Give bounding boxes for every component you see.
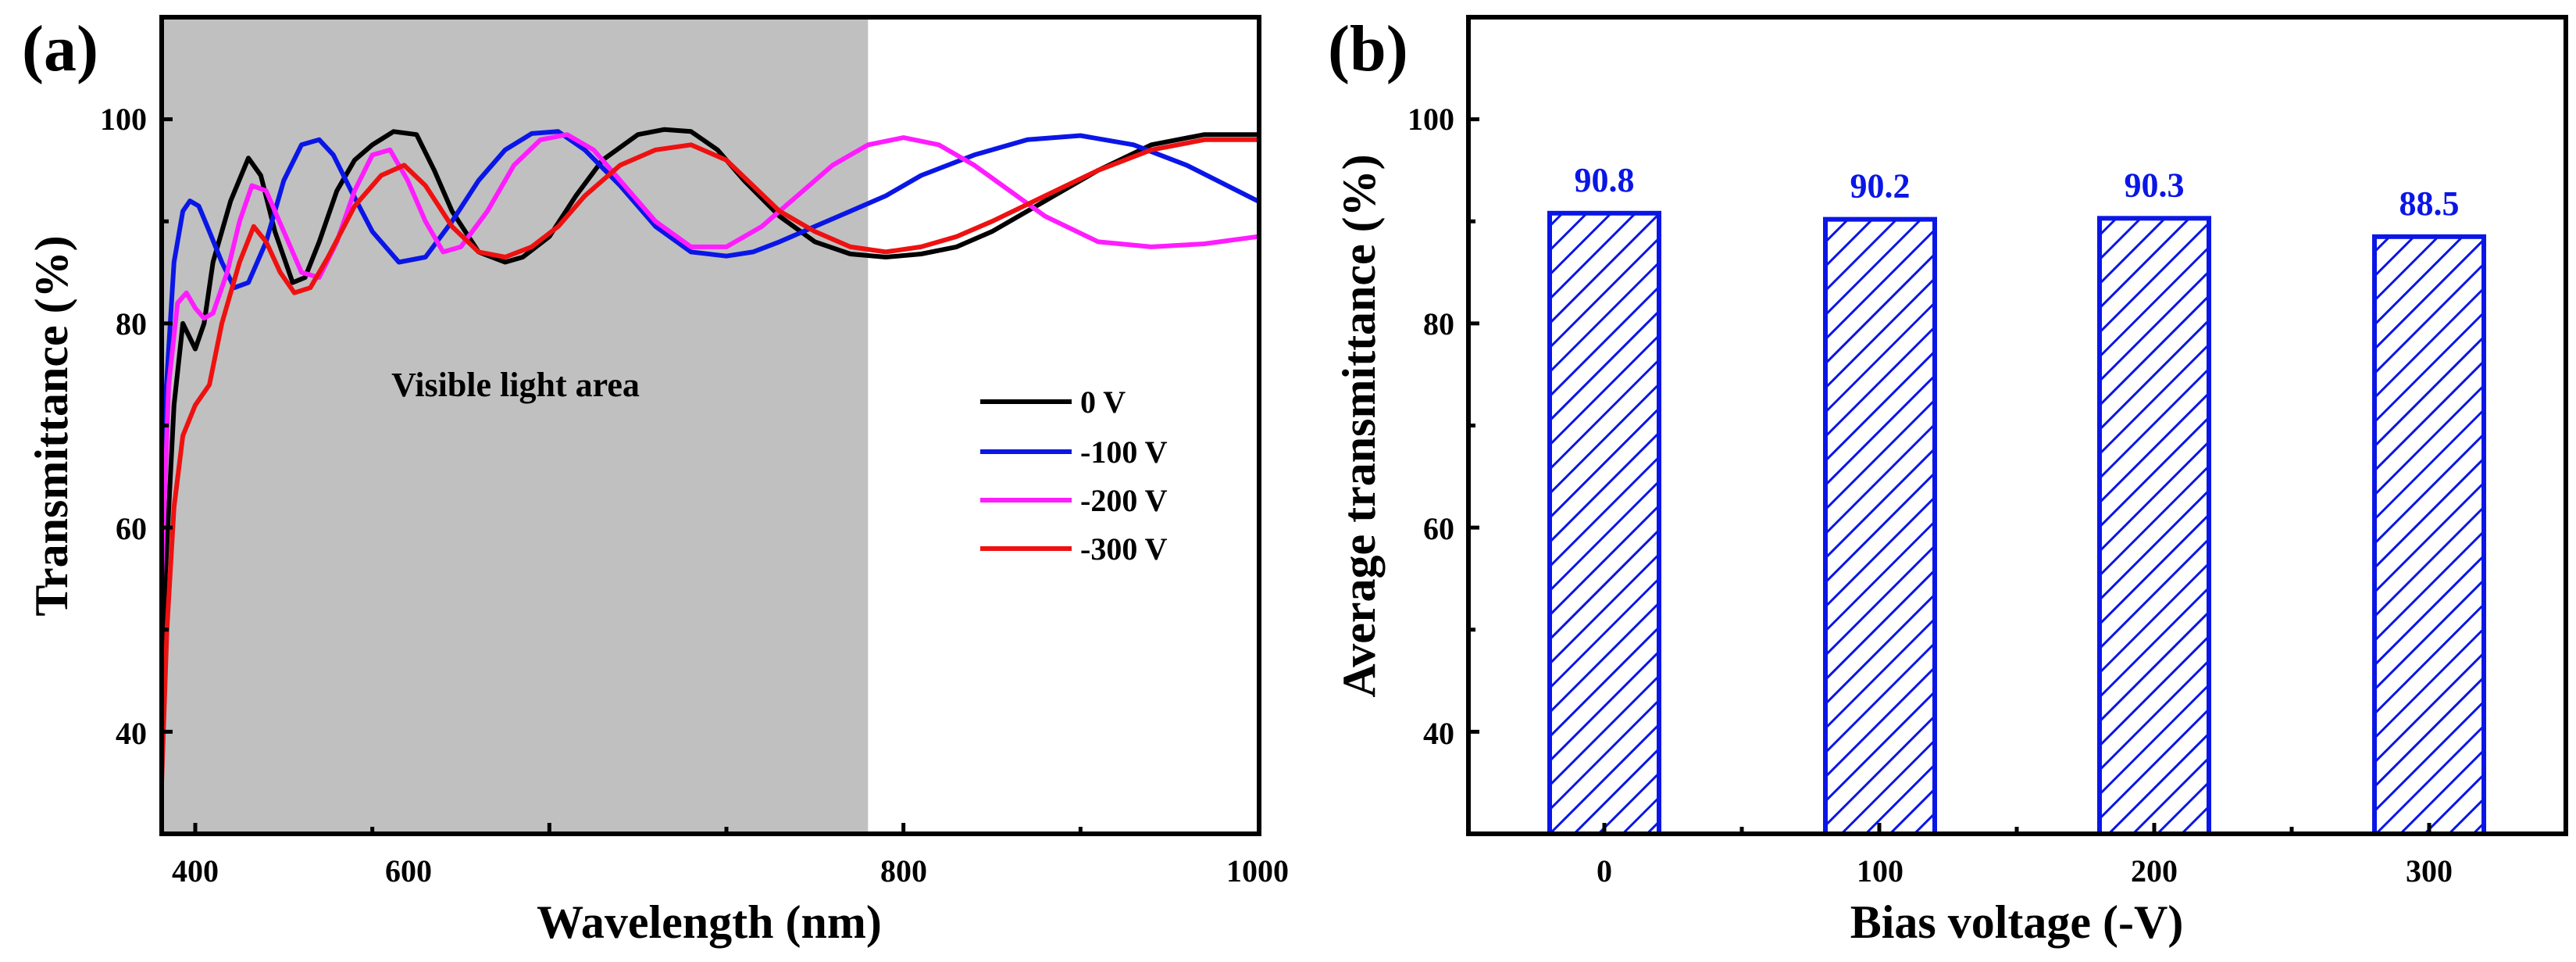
a-xtick-800: 800 — [880, 853, 927, 889]
a-ytick-100: 100 — [100, 102, 147, 137]
b-data-label-0: 90.8 — [1575, 161, 1635, 199]
series-line-200vv — [162, 132, 1259, 631]
series-line-100vv — [162, 129, 1259, 652]
a-xtick-1000: 1000 — [1226, 853, 1289, 889]
axis-ticks-a — [162, 117, 1083, 834]
bar-100 — [1823, 216, 1937, 836]
bars — [1547, 210, 2486, 836]
legend-label-100v: -100 V — [1080, 435, 1168, 470]
b-ytick-100: 100 — [1408, 102, 1454, 137]
series-line-300vv — [162, 137, 1259, 834]
a-xtick-600: 600 — [385, 853, 432, 889]
a-ylabel: Transmittance (%) — [26, 235, 77, 616]
legend: 0 V -100 V -200 V -300 V — [980, 384, 1168, 567]
b-ylabel: Average transmittance (%) — [1333, 154, 1385, 697]
legend-label-300v: -300 V — [1080, 531, 1168, 567]
a-xtick-400: 400 — [172, 853, 219, 889]
a-xlabel: Wavelength (nm) — [537, 896, 882, 948]
b-ytick-80: 80 — [1423, 306, 1454, 342]
a-ytick-80: 80 — [116, 306, 147, 342]
b-xtick-0: 0 — [1597, 853, 1612, 889]
panel-b-label: (b) — [1328, 13, 1408, 85]
a-ytick-60: 60 — [116, 511, 147, 546]
b-xlabel: Bias voltage (-V) — [1850, 896, 2184, 948]
b-ytick-60: 60 — [1423, 511, 1454, 546]
series-lines — [162, 127, 1259, 834]
b-data-label-2: 90.3 — [2125, 166, 2185, 204]
series-line-0vv — [162, 127, 1259, 825]
b-xtick-100: 100 — [1857, 853, 1903, 889]
visible-light-region — [159, 17, 869, 834]
bar-0 — [1547, 210, 1661, 836]
a-ytick-40: 40 — [116, 716, 147, 751]
bar-200 — [2097, 216, 2211, 836]
panel-a: (a) Visible light area 400 600 800 1000 … — [22, 13, 1289, 948]
bar-300 — [2372, 234, 2486, 836]
b-data-label-3: 88.5 — [2399, 184, 2460, 223]
visible-light-label: Visible light area — [391, 366, 640, 404]
b-data-label-1: 90.2 — [1850, 167, 1911, 206]
axis-ticks-b — [1468, 117, 2432, 834]
b-xtick-300: 300 — [2406, 853, 2453, 889]
b-xtick-200: 200 — [2131, 853, 2178, 889]
panel-b: (b) 0 100 200 300 40 60 80 100 90.8 90.2… — [1328, 13, 2568, 948]
legend-label-0v: 0 V — [1080, 384, 1126, 420]
panel-a-label: (a) — [22, 13, 98, 85]
legend-label-200v: -200 V — [1080, 483, 1168, 518]
b-ytick-40: 40 — [1423, 716, 1454, 751]
